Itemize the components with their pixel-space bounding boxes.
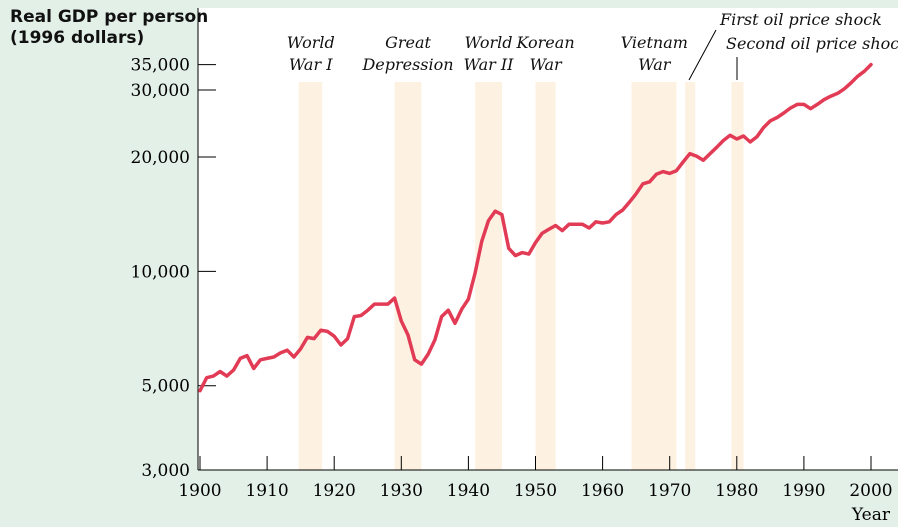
y-axis-label-line2: (1996 dollars) [10, 28, 144, 48]
period-band [731, 82, 744, 470]
period-label: Korean [516, 33, 575, 52]
period-band [535, 82, 556, 470]
period-label: World [465, 33, 513, 52]
y-axis-label-line1: Real GDP per person [10, 7, 208, 27]
y-tick-label: 10,000 [131, 262, 190, 282]
y-tick-label: 30,000 [131, 81, 190, 101]
y-ticks: 3,000 5,000 10,000 20,000 30,000 35,000 [131, 56, 216, 481]
x-tick-label: 1900 [178, 481, 221, 501]
period-band [394, 82, 422, 470]
period-label: Great [385, 33, 431, 52]
series-layer [198, 62, 873, 393]
x-tick-label: 1980 [715, 481, 758, 501]
x-axis-label: Year [851, 505, 891, 525]
x-tick-label: 1950 [514, 481, 557, 501]
y-tick-label: 5,000 [141, 377, 190, 397]
period-label: War I [289, 55, 333, 74]
period-label: Second oil price shock [726, 34, 898, 53]
y-tick-label: 3,000 [141, 461, 190, 481]
y-tick-label: 20,000 [131, 148, 190, 168]
period-band [685, 82, 696, 470]
x-tick-label: 1930 [380, 481, 423, 501]
period-label: War [529, 55, 563, 74]
y-tick-label: 35,000 [131, 56, 190, 76]
period-label: World [287, 33, 335, 52]
period-label: Depression [361, 55, 453, 74]
x-tick-label: 1940 [447, 481, 490, 501]
axes [197, 8, 898, 471]
period-label: War [638, 55, 672, 74]
x-tick-label: 1920 [313, 481, 356, 501]
period-label: First oil price shock [719, 10, 882, 29]
first-oil-shock-leader [688, 29, 717, 81]
period-label: Vietnam [621, 33, 688, 52]
period-band [298, 82, 323, 470]
x-tick-label: 1910 [245, 481, 288, 501]
x-tick-label: 1970 [648, 481, 691, 501]
x-tick-label: 1960 [581, 481, 624, 501]
period-label: War II [464, 55, 515, 74]
period-bands [298, 82, 744, 470]
gdp-series-line [198, 62, 873, 393]
x-tick-label: 2000 [849, 481, 892, 501]
x-tick-label: 1990 [782, 481, 825, 501]
period-band [475, 82, 502, 470]
period-labels: World War I Great Depression World War IIKore… [287, 10, 898, 81]
period-band [631, 82, 677, 470]
x-ticks: 1900 1910 1920 1930 1940 1950 1960 1970 1980 1990… [178, 456, 893, 501]
